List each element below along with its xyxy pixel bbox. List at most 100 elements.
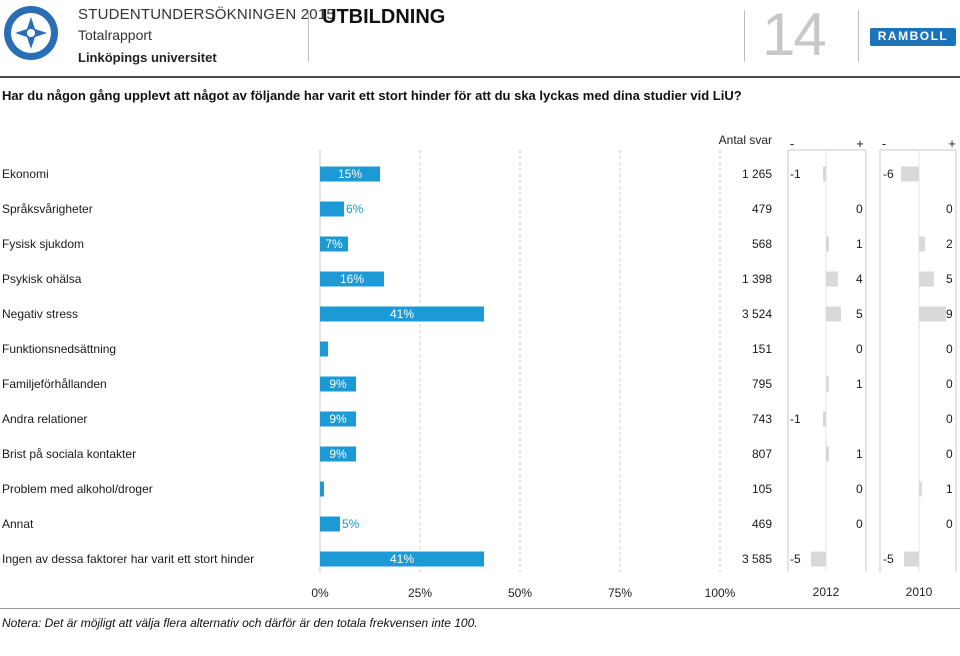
- category-label: Språksvårigheter: [2, 202, 93, 216]
- bar: [320, 341, 328, 357]
- report-title: STUDENTUNDERSÖKNINGEN 2015: [78, 6, 335, 23]
- response-count: 105: [752, 482, 772, 496]
- x-tick-label: 0%: [311, 586, 329, 600]
- response-count: 1 265: [742, 167, 772, 181]
- diff-sign-header: +: [856, 136, 864, 151]
- header-divider: [744, 10, 745, 62]
- section-title: UTBILDNING: [322, 6, 446, 28]
- response-count: 568: [752, 237, 772, 251]
- diff-year-label: 2012: [813, 585, 840, 599]
- diff-bar: [826, 236, 829, 252]
- diff-value: -1: [790, 167, 801, 181]
- diff-value: 0: [946, 342, 953, 356]
- x-tick-label: 100%: [705, 586, 736, 600]
- diff-value: 0: [946, 377, 953, 391]
- diff-bar: [811, 551, 826, 567]
- bar: [320, 201, 344, 217]
- page-number: 14: [762, 1, 827, 68]
- bar: [320, 236, 348, 252]
- x-tick-label: 50%: [508, 586, 532, 600]
- diff-bar: [919, 306, 946, 322]
- response-count: 151: [752, 342, 772, 356]
- bar: [320, 551, 484, 567]
- x-tick-label: 75%: [608, 586, 632, 600]
- response-count: 795: [752, 377, 772, 391]
- bar-value-label: 9%: [329, 412, 347, 426]
- diff-value: 0: [856, 517, 863, 531]
- category-label: Fysisk sjukdom: [2, 237, 84, 251]
- diff-bar: [823, 166, 826, 182]
- university-seal-icon: [4, 6, 58, 60]
- diff-value: 9: [946, 307, 953, 321]
- survey-question: Har du någon gång upplevt att något av f…: [2, 88, 742, 103]
- diff-value: 1: [946, 482, 953, 496]
- header-rule: [0, 76, 960, 78]
- bar-value-label: 41%: [390, 307, 414, 321]
- diff-bar: [919, 271, 934, 287]
- category-label: Funktionsnedsättning: [2, 342, 116, 356]
- footer-rule: [0, 608, 960, 609]
- report-header: STUDENTUNDERSÖKNINGEN 2015 Totalrapport …: [0, 0, 960, 76]
- diff-bar: [901, 166, 919, 182]
- diff-value: -1: [790, 412, 801, 426]
- bar: [320, 306, 484, 322]
- category-label: Andra relationer: [2, 412, 87, 426]
- diff-value: 0: [946, 412, 953, 426]
- diff-bar: [826, 271, 838, 287]
- report-subtitle: Totalrapport: [78, 27, 152, 43]
- diff-value: 1: [856, 447, 863, 461]
- bar-value-label: 41%: [390, 552, 414, 566]
- category-label: Familjeförhållanden: [2, 377, 107, 391]
- bar: [320, 166, 380, 182]
- brand-logo: RAMBOLL: [870, 28, 956, 46]
- response-count: 3 585: [742, 552, 772, 566]
- diff-value: -6: [883, 167, 894, 181]
- bar-value-label: 5%: [342, 517, 360, 531]
- category-label: Ingen av dessa faktorer har varit ett st…: [2, 552, 254, 566]
- diff-value: 0: [946, 202, 953, 216]
- diff-sign-header: +: [948, 136, 956, 151]
- diff-value: 0: [946, 447, 953, 461]
- count-column-header: Antal svar: [719, 133, 772, 147]
- diff-value: 0: [856, 482, 863, 496]
- diff-value: 4: [856, 272, 863, 286]
- diff-value: 0: [856, 202, 863, 216]
- diff-value: 5: [856, 307, 863, 321]
- bar-value-label: 7%: [325, 237, 343, 251]
- x-tick-label: 25%: [408, 586, 432, 600]
- diff-value: -5: [790, 552, 801, 566]
- diff-bar: [826, 376, 829, 392]
- diff-bar: [919, 236, 925, 252]
- bar: [320, 271, 384, 287]
- diff-value: 1: [856, 377, 863, 391]
- diff-bar: [826, 446, 829, 462]
- response-count: 3 524: [742, 307, 772, 321]
- response-count: 469: [752, 517, 772, 531]
- bar: [320, 481, 324, 497]
- bar: [320, 376, 356, 392]
- diff-sign-header: -: [882, 136, 886, 151]
- footnote: Notera: Det är möjligt att välja flera a…: [2, 616, 478, 630]
- response-count: 1 398: [742, 272, 772, 286]
- diff-bar: [826, 306, 841, 322]
- category-label: Ekonomi: [2, 167, 49, 181]
- diff-value: 0: [946, 517, 953, 531]
- category-label: Psykisk ohälsa: [2, 272, 82, 286]
- diff-year-label: 2010: [906, 585, 933, 599]
- bar-value-label: 15%: [338, 167, 362, 181]
- diff-value: 1: [856, 237, 863, 251]
- diff-value: 0: [856, 342, 863, 356]
- header-divider: [858, 10, 859, 62]
- response-count: 479: [752, 202, 772, 216]
- bar: [320, 446, 356, 462]
- university-name: Linköpings universitet: [78, 50, 217, 65]
- hinder-bar-chart: 0% 25% 50% 75% 100%Antal svar - + - +2012 2010Eko…: [2, 133, 957, 600]
- diff-value: -5: [883, 552, 894, 566]
- response-count: 743: [752, 412, 772, 426]
- diff-value: 5: [946, 272, 953, 286]
- category-label: Annat: [2, 517, 34, 531]
- diff-bar: [823, 411, 826, 427]
- bar: [320, 411, 356, 427]
- diff-value: 2: [946, 237, 953, 251]
- header-divider: [308, 10, 309, 62]
